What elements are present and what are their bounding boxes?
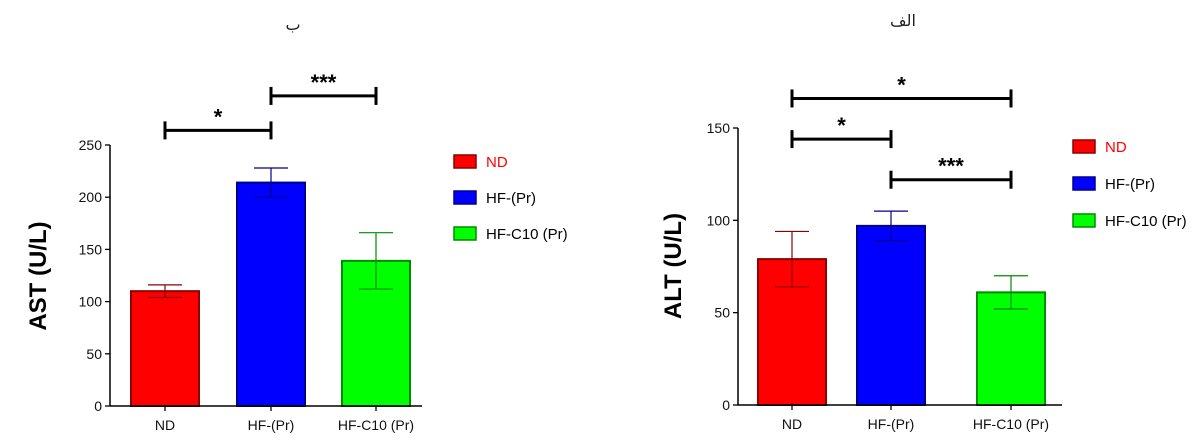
x-tick-label: HF-C10 (Pr) bbox=[338, 417, 414, 433]
significance-label: *** bbox=[311, 70, 337, 95]
x-tick-label: HF-(Pr) bbox=[868, 416, 915, 432]
chart-ast: ND HF-(Pr) HF-C10 (Pr)050100150200250****N… bbox=[79, 70, 568, 433]
y-axis-title-ast: AST (U/L) bbox=[25, 221, 52, 330]
bar-nd bbox=[130, 290, 200, 407]
y-tick-label: 100 bbox=[79, 294, 103, 310]
panel-letter-left: ب bbox=[285, 15, 300, 34]
significance-label: *** bbox=[938, 154, 964, 179]
panel-letter-right: الف bbox=[890, 11, 916, 30]
legend-swatch bbox=[453, 154, 477, 169]
legend-label: HF-(Pr) bbox=[486, 190, 536, 207]
legend-label: HF-(Pr) bbox=[1105, 176, 1155, 193]
x-tick-label: ND bbox=[155, 417, 175, 433]
legend-swatch bbox=[1072, 176, 1096, 191]
y-tick-label: 150 bbox=[79, 241, 103, 257]
x-tick-label: ND bbox=[782, 416, 802, 432]
significance-label: * bbox=[837, 113, 846, 138]
bar-hf-pr- bbox=[236, 181, 306, 407]
legend-swatch bbox=[1072, 139, 1096, 154]
significance-label: * bbox=[214, 104, 223, 129]
y-tick-label: 0 bbox=[722, 397, 730, 413]
legend-swatch bbox=[1072, 213, 1096, 228]
significance-label: * bbox=[897, 72, 906, 97]
y-tick-label: 200 bbox=[79, 189, 103, 205]
legend-label: HF-C10 (Pr) bbox=[1105, 213, 1187, 230]
legend-swatch bbox=[453, 190, 477, 205]
legend-label: ND bbox=[1105, 139, 1127, 156]
legend-label: ND bbox=[486, 154, 508, 171]
y-tick-label: 150 bbox=[707, 120, 731, 136]
y-tick-label: 250 bbox=[79, 137, 103, 153]
legend-swatch bbox=[453, 226, 477, 241]
y-axis-title-alt: ALT (U/L) bbox=[660, 213, 687, 319]
y-tick-label: 50 bbox=[714, 305, 730, 321]
y-tick-label: 50 bbox=[86, 346, 102, 362]
y-tick-label: 100 bbox=[707, 212, 731, 228]
y-tick-label: 0 bbox=[94, 398, 102, 414]
bar-hf-pr- bbox=[856, 224, 926, 406]
legend-label: HF-C10 (Pr) bbox=[486, 226, 568, 243]
x-tick-label: HF-C10 (Pr) bbox=[973, 416, 1049, 432]
x-tick-label: HF-(Pr) bbox=[248, 417, 295, 433]
